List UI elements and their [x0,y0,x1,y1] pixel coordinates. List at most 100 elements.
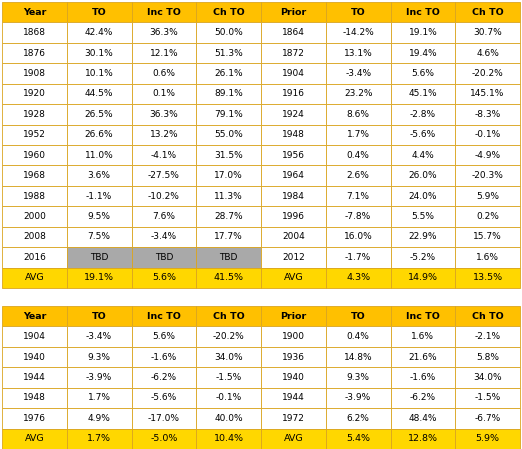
Text: 9.3%: 9.3% [88,352,111,361]
Text: 19.1%: 19.1% [84,273,114,282]
Bar [261,104,326,124]
Text: Year: Year [22,312,46,321]
Text: -3.9%: -3.9% [86,373,112,382]
Bar [132,408,196,429]
Text: -20.3%: -20.3% [472,171,504,180]
Bar [455,104,520,124]
Text: Ch TO: Ch TO [472,312,504,321]
Bar [132,43,196,63]
Bar [196,145,261,165]
Text: 5.4%: 5.4% [346,434,370,443]
Bar [326,367,390,388]
Bar [261,326,326,347]
Text: 1948: 1948 [23,393,46,402]
Text: 1.6%: 1.6% [411,332,434,341]
Text: 17.0%: 17.0% [214,171,243,180]
Bar [196,326,261,347]
Text: -4.9%: -4.9% [474,151,501,160]
Bar [261,347,326,367]
Text: 51.3%: 51.3% [214,48,243,57]
Bar [132,124,196,145]
Text: -1.6%: -1.6% [410,373,436,382]
Text: 22.9%: 22.9% [409,233,437,242]
Text: -3.4%: -3.4% [345,69,371,78]
Bar [326,268,390,288]
Bar [2,43,67,63]
Text: Prior: Prior [280,312,306,321]
Bar [455,84,520,104]
Text: AVG: AVG [283,273,303,282]
Bar [261,43,326,63]
Text: 26.6%: 26.6% [85,130,113,139]
Bar [196,124,261,145]
Text: 48.4%: 48.4% [409,414,437,423]
Bar [326,227,390,247]
Bar [326,63,390,84]
Bar [390,165,455,186]
Text: 21.6%: 21.6% [409,352,437,361]
Text: Inc TO: Inc TO [147,8,181,17]
Bar [326,165,390,186]
Text: 1924: 1924 [282,110,305,119]
Text: 26.5%: 26.5% [85,110,113,119]
Text: -1.7%: -1.7% [345,253,371,262]
Text: 1940: 1940 [23,352,46,361]
Bar [455,124,520,145]
Bar [390,347,455,367]
Text: 28.7%: 28.7% [215,212,243,221]
Bar [67,84,132,104]
Bar [67,306,132,326]
Bar [2,306,67,326]
Bar [196,104,261,124]
Text: -0.1%: -0.1% [216,393,242,402]
Bar [261,63,326,84]
Bar [326,306,390,326]
Text: Year: Year [22,8,46,17]
Text: 2004: 2004 [282,233,305,242]
Text: -2.1%: -2.1% [474,332,501,341]
Text: -0.1%: -0.1% [474,130,501,139]
Bar [67,43,132,63]
Text: 14.8%: 14.8% [344,352,372,361]
Text: -10.2%: -10.2% [148,192,180,201]
Bar [132,367,196,388]
Bar [326,145,390,165]
Text: 1956: 1956 [282,151,305,160]
Bar [196,63,261,84]
Text: 1928: 1928 [23,110,46,119]
Bar [196,408,261,429]
Bar [455,429,520,449]
Text: -5.6%: -5.6% [410,130,436,139]
Bar [326,186,390,206]
Text: TBD: TBD [219,253,238,262]
Text: 40.0%: 40.0% [215,414,243,423]
Text: 24.0%: 24.0% [409,192,437,201]
Bar [455,347,520,367]
Bar [390,388,455,408]
Text: 2.6%: 2.6% [347,171,370,180]
Bar [196,84,261,104]
Bar [455,145,520,165]
Bar [326,124,390,145]
Text: 0.6%: 0.6% [152,69,175,78]
Bar [261,22,326,43]
Text: -4.1%: -4.1% [151,151,177,160]
Bar [261,206,326,227]
Bar [390,2,455,22]
Bar [196,22,261,43]
Bar [67,347,132,367]
Text: 34.0%: 34.0% [473,373,502,382]
Bar [67,429,132,449]
Text: 14.9%: 14.9% [408,273,438,282]
Text: -6.7%: -6.7% [474,414,501,423]
Text: 55.0%: 55.0% [214,130,243,139]
Text: 36.3%: 36.3% [149,110,178,119]
Bar [326,206,390,227]
Bar [132,206,196,227]
Bar [132,247,196,268]
Text: 5.6%: 5.6% [152,273,176,282]
Bar [196,165,261,186]
Bar [67,367,132,388]
Bar [132,84,196,104]
Text: -27.5%: -27.5% [148,171,180,180]
